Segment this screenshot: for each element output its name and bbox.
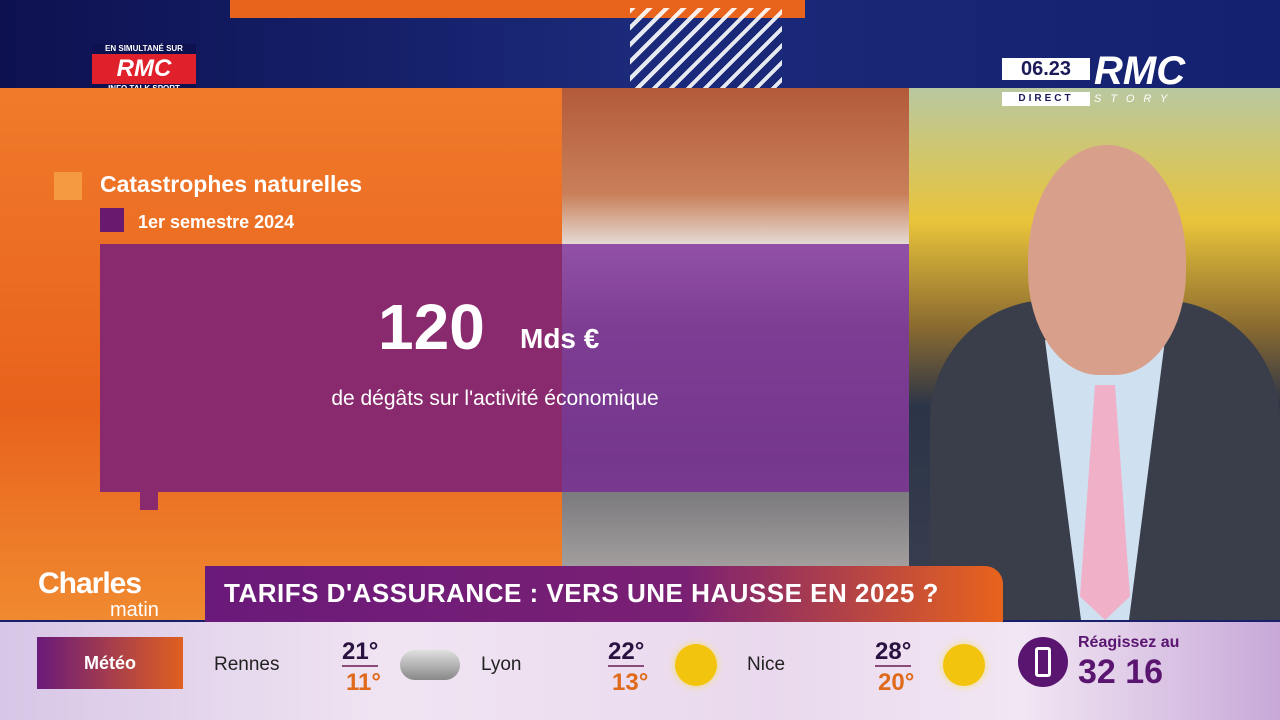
stat-description: de dégâts sur l'activité économique [331,387,659,410]
show-logo-sub: matin [110,599,159,621]
cta-text: Réagissez au [1078,634,1180,651]
stat-unit: Mds € [520,323,600,354]
rmc-simulcast-logo: EN SIMULTANÉ SUR RMC INFO TALK SPORT [92,44,196,94]
phone-icon [1018,637,1068,687]
rmc-logo: RMC [92,54,196,84]
subtitle-square [100,208,124,232]
sun-cloud-icon [675,644,717,686]
photo-overlay [562,244,909,492]
weather-strip [0,622,1280,720]
presenter-head [1028,145,1186,375]
weather-label: Météo [37,637,183,689]
channel-logo: RMC [1094,49,1186,93]
headline: TARIFS D'ASSURANCE : VERS UNE HAUSSE EN … [224,578,939,608]
temp-low: 13° [612,669,649,696]
temp-high: 28° [875,638,912,667]
infographic-subtitle: 1er semestre 2024 [138,212,295,232]
city-name: Nice [747,654,786,675]
city-name: Lyon [481,654,522,675]
stripes-decoration [630,8,782,88]
live-label: DIRECT [1002,92,1090,106]
temp-high: 22° [608,638,645,667]
show-logo: Charles [38,567,142,600]
sun-icon [943,644,985,686]
temp-high: 21° [342,638,379,667]
temp-low: 11° [346,669,381,696]
channel-sub-logo: STORY [1094,93,1177,105]
cta-number: 32 16 [1078,653,1164,691]
city-name: Rennes [214,654,280,675]
temp-low: 20° [878,669,915,696]
panel-tab [140,492,158,510]
clock: 06.23 [1002,58,1090,80]
stat-panel [100,244,562,492]
simulcast-text: EN SIMULTANÉ SUR [92,44,196,54]
infographic-title: Catastrophes naturelles [100,171,363,197]
title-square [54,172,82,200]
headline-banner [205,566,1003,622]
cloud-icon [400,650,460,680]
stat-value: 120 [378,291,485,363]
